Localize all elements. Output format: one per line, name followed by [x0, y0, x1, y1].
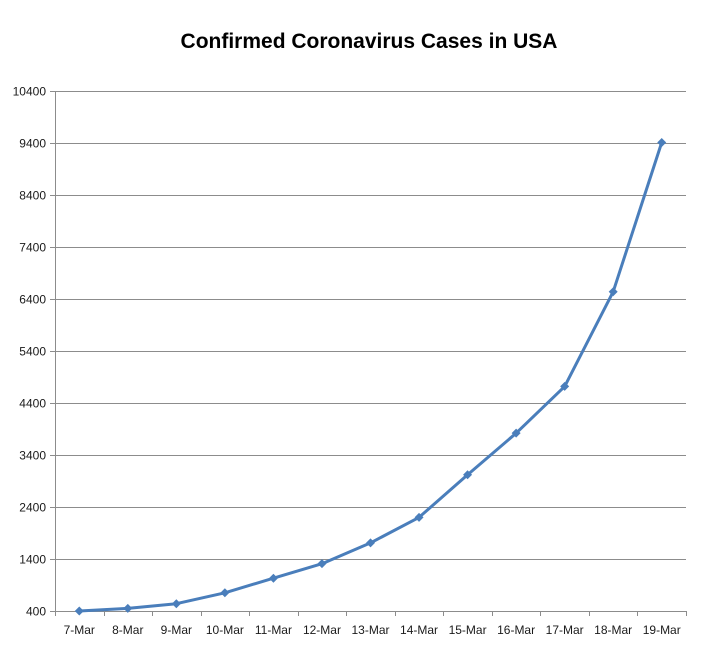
x-tick-label: 15-Mar [449, 623, 487, 637]
y-axis-tick-labels: 400 1400 2400 3400 4400 5400 6400 7400 8400 9400 1… [13, 85, 47, 619]
data-point-marker [123, 603, 133, 613]
x-tick-label: 12-Mar [303, 623, 341, 637]
y-tick-label: 1400 [19, 553, 46, 567]
data-point-marker [317, 559, 327, 569]
y-tick-label: 400 [26, 605, 46, 619]
x-tick-label: 13-Mar [351, 623, 389, 637]
data-point-marker [74, 606, 84, 616]
data-point-marker [657, 137, 667, 147]
gridlines [55, 91, 686, 612]
y-tick-label: 10400 [13, 85, 47, 99]
x-tick-label: 7-Mar [64, 623, 95, 637]
x-tick-label: 16-Mar [497, 623, 535, 637]
data-point-marker [366, 538, 375, 548]
chart-title: Confirmed Coronavirus Cases in USA [181, 30, 558, 53]
data-point-marker [171, 599, 181, 609]
x-tick-label: 18-Mar [594, 623, 632, 637]
x-tick-label: 9-Mar [161, 623, 192, 637]
y-tick-label: 9400 [19, 137, 46, 151]
x-tick-label: 8-Mar [112, 623, 143, 637]
x-tick-label: 14-Mar [400, 623, 438, 637]
y-tick-label: 8400 [19, 189, 46, 203]
data-point-marker [511, 428, 521, 438]
data-point-marker [414, 512, 424, 522]
x-tick-label: 11-Mar [255, 623, 292, 637]
x-tick-label: 10-Mar [206, 623, 244, 637]
data-point-marker [268, 573, 278, 583]
axes [50, 91, 687, 616]
x-tick-label: 19-Mar [643, 623, 681, 637]
y-tick-label: 5400 [19, 345, 46, 359]
x-axis-tick-labels: 7-Mar 8-Mar 9-Mar 10-Mar 11-Mar 12-Mar 13-Mar 1… [64, 623, 681, 637]
data-point-marker [560, 381, 570, 391]
y-tick-label: 6400 [19, 293, 46, 307]
data-point-marker [463, 470, 473, 480]
y-tick-label: 7400 [19, 241, 46, 255]
data-point-marker [608, 287, 618, 297]
data-point-marker [220, 588, 230, 598]
y-tick-label: 4400 [19, 397, 46, 411]
series-layer [74, 137, 667, 616]
y-tick-label: 3400 [19, 449, 46, 463]
x-tick-label: 17-Mar [546, 623, 584, 637]
y-tick-label: 2400 [19, 501, 46, 515]
